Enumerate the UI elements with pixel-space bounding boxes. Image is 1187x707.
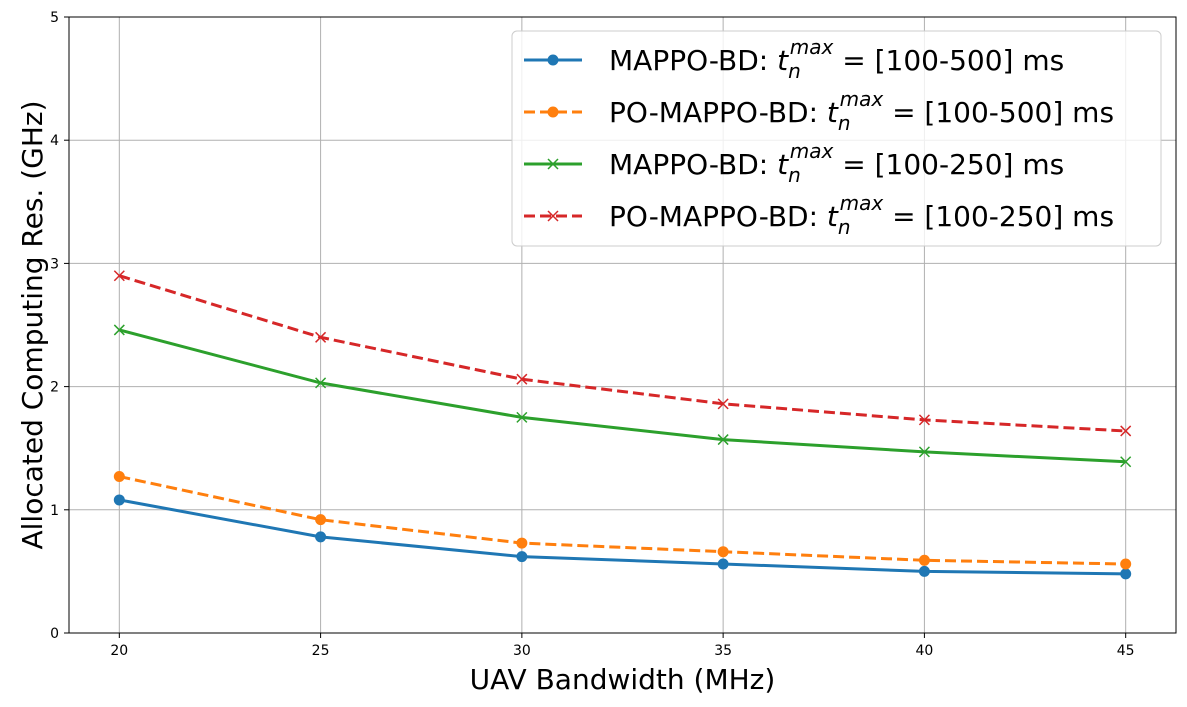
- y-tick-label: 0: [50, 626, 59, 642]
- legend-entry: MAPPO-BD: tnmax = [100-500] ms: [524, 35, 1064, 83]
- data-point: [315, 514, 327, 526]
- data-point: [315, 377, 327, 389]
- y-tick-label: 4: [50, 133, 59, 149]
- y-tick-label: 2: [50, 380, 59, 396]
- series-3: [113, 270, 1132, 437]
- data-point: [113, 471, 125, 483]
- legend-label-part: MAPPO-BD:: [609, 44, 777, 77]
- legend-label-part: t: [777, 148, 789, 181]
- legend-marker: [547, 106, 559, 118]
- x-tick-label: 30: [513, 643, 531, 659]
- legend-label: MAPPO-BD: tnmax = [100-500] ms: [609, 35, 1064, 83]
- x-tick-label: 40: [915, 643, 933, 659]
- x-axis-ticks: 20 25 30 35 40 45: [110, 633, 1135, 659]
- legend-label-part: n: [838, 111, 851, 135]
- series-line: [118, 328, 1126, 464]
- legend-entry: PO-MAPPO-BD: tnmax = [100-500] ms: [524, 87, 1114, 135]
- legend-label-part: PO-MAPPO-BD:: [609, 200, 827, 233]
- legend-marker: [547, 210, 559, 222]
- legend-label-part: max: [840, 191, 884, 215]
- data-point: [717, 546, 729, 558]
- legend-entry: MAPPO-BD: tnmax = [100-250] ms: [524, 139, 1064, 187]
- y-axis-label: Allocated Computing Res. (GHz): [16, 100, 49, 549]
- data-point: [113, 324, 125, 336]
- legend-label: PO-MAPPO-BD: tnmax = [100-500] ms: [609, 87, 1114, 135]
- legend-label: MAPPO-BD: tnmax = [100-250] ms: [609, 139, 1064, 187]
- legend-box: [511, 30, 1162, 247]
- legend-marker: [547, 158, 559, 170]
- data-point: [1120, 558, 1132, 570]
- data-point: [918, 554, 930, 566]
- y-tick-label: 3: [50, 256, 59, 272]
- legend-label-part: n: [788, 59, 801, 83]
- x-tick-label: 20: [110, 643, 128, 659]
- data-point: [516, 373, 528, 385]
- legend-label-part: n: [838, 215, 851, 239]
- legend-label-part: max: [840, 87, 884, 111]
- series-line: [118, 274, 1126, 433]
- series-2: [113, 324, 1132, 468]
- data-point: [918, 446, 930, 458]
- legend-label: PO-MAPPO-BD: tnmax = [100-250] ms: [609, 191, 1114, 239]
- x-tick-label: 25: [312, 643, 330, 659]
- legend-label-part: t: [777, 44, 789, 77]
- series-line: [118, 475, 1126, 566]
- data-point: [717, 434, 729, 446]
- legend-label-part: = [100-500] ms: [833, 44, 1064, 77]
- series-layer: [113, 270, 1132, 580]
- legend-entry: PO-MAPPO-BD: tnmax = [100-250] ms: [524, 191, 1114, 239]
- data-point: [717, 558, 729, 570]
- data-point: [1120, 456, 1132, 468]
- data-point: [717, 398, 729, 410]
- legend-label-part: = [100-500] ms: [883, 96, 1114, 129]
- legend-marker: [547, 54, 559, 66]
- legend-label-part: max: [790, 139, 834, 163]
- data-point: [113, 494, 125, 506]
- legend-label-part: = [100-250] ms: [883, 200, 1114, 233]
- data-point: [1120, 568, 1132, 580]
- data-point: [918, 565, 930, 577]
- legend-label-part: n: [788, 163, 801, 187]
- data-point: [113, 270, 125, 282]
- data-point: [516, 411, 528, 423]
- legend: MAPPO-BD: tnmax = [100-500] msPO-MAPPO-B…: [511, 30, 1162, 247]
- series-line: [119, 498, 1126, 576]
- x-axis-label: UAV Bandwidth (MHz): [470, 663, 776, 696]
- y-tick-label: 5: [50, 10, 59, 26]
- legend-label-part: t: [827, 200, 839, 233]
- y-axis-ticks: 0 1 2 3 4 5: [50, 10, 69, 642]
- legend-label-part: = [100-250] ms: [833, 148, 1064, 181]
- data-point: [516, 537, 528, 549]
- data-point: [918, 414, 930, 426]
- data-point: [315, 331, 327, 343]
- data-point: [315, 531, 327, 543]
- data-point: [1120, 425, 1132, 437]
- legend-label-part: t: [827, 96, 839, 129]
- y-tick-label: 1: [50, 503, 59, 519]
- series-0: [113, 494, 1132, 580]
- legend-label-part: PO-MAPPO-BD:: [609, 96, 827, 129]
- data-point: [516, 551, 528, 563]
- legend-label-part: MAPPO-BD:: [609, 148, 777, 181]
- x-tick-label: 45: [1117, 643, 1135, 659]
- plot-frame: [68, 16, 1177, 634]
- x-tick-label: 35: [714, 643, 732, 659]
- series-1: [113, 471, 1132, 570]
- legend-label-part: max: [790, 35, 834, 59]
